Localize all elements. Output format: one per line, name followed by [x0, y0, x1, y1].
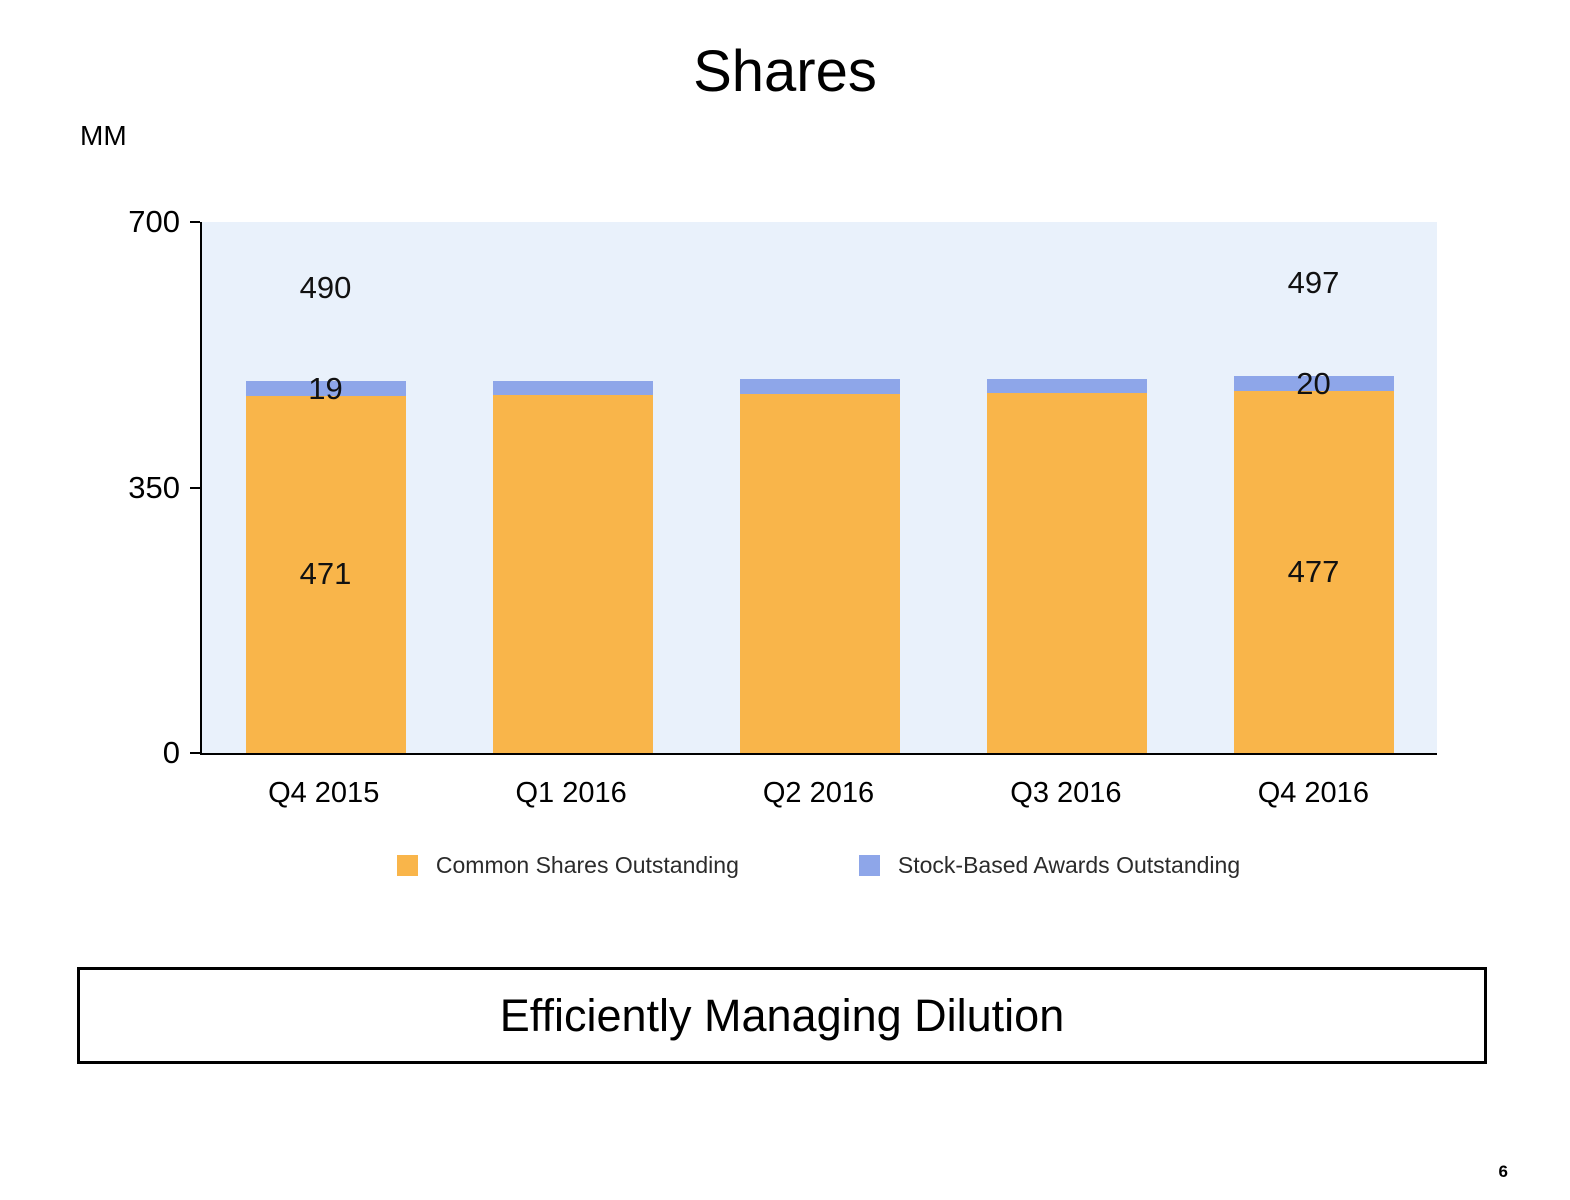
bar-group: 497 20 477: [1190, 222, 1437, 753]
bar-segment-common: [245, 395, 406, 753]
legend-swatch: [396, 855, 418, 876]
bar-total-label: 497: [1287, 265, 1340, 300]
chart-title: Shares: [693, 39, 877, 104]
bar-segment-awards: [739, 379, 900, 395]
bar-segment-awards: [492, 380, 653, 395]
bar-common-label: 471: [299, 556, 352, 592]
unit-label: MM: [80, 120, 127, 151]
footer-banner-text: Efficiently Managing Dilution: [499, 989, 1065, 1041]
bar-stack: [245, 222, 406, 753]
bar-segment-common: [739, 394, 900, 753]
legend-swatch: [858, 855, 880, 876]
bar-awards-label: 20: [1296, 366, 1331, 401]
legend-label: Stock-Based Awards Outstanding: [897, 852, 1241, 878]
bar-group: [943, 222, 1190, 753]
bar-segment-awards: [986, 379, 1147, 394]
bar-stack: [739, 222, 900, 753]
bar-common-label: 477: [1287, 554, 1340, 590]
legend: Common Shares Outstanding Stock-Based Aw…: [200, 852, 1437, 879]
legend-label: Common Shares Outstanding: [435, 852, 739, 878]
bar-stack: [1233, 222, 1394, 753]
bar-segment-common: [492, 394, 653, 753]
x-axis-tick-label: Q1 2016: [515, 777, 627, 809]
bar-segment-awards: [245, 381, 406, 396]
y-axis-tick-label: 0: [162, 735, 180, 770]
bar-segment-common: [986, 393, 1147, 753]
bar-stack: [986, 222, 1147, 753]
bar-awards-label: 19: [308, 371, 343, 407]
legend-item: Stock-Based Awards Outstanding: [858, 852, 1241, 879]
plot-area: 490 19 471 497 20 477 0 350 700: [128, 204, 1437, 770]
x-axis-tick-label: Q2 2016: [762, 777, 875, 809]
chart: 490 19 471 497 20 477 0 350 700 Q4 2015 Q1 2016 Q…: [128, 204, 1437, 842]
bar-stack: [492, 222, 653, 753]
bars-container: 490 19 471 497 20 477: [202, 222, 1437, 753]
x-axis-labels: Q4 2015 Q1 2016 Q2 2016 Q3 2016 Q4 2016: [200, 777, 1437, 810]
bar-segment-awards: [1233, 376, 1394, 392]
y-axis-tick-mark: [190, 752, 200, 754]
legend-item: Common Shares Outstanding: [396, 852, 739, 879]
footer-banner: Efficiently Managing Dilution: [77, 967, 1487, 1064]
y-axis-tick-label: 350: [128, 469, 180, 505]
bar-total-label: 490: [299, 270, 352, 306]
bar-group: [449, 222, 696, 753]
bar-segment-common: [1233, 391, 1394, 753]
x-axis-tick-label: Q3 2016: [1010, 777, 1122, 809]
bar-group: [696, 222, 943, 753]
y-axis-tick-label: 700: [128, 204, 180, 239]
x-axis-tick-label: Q4 2016: [1257, 777, 1369, 809]
bar-group: 490 19 471: [202, 222, 449, 753]
y-axis-tick-mark: [190, 486, 200, 489]
y-axis-tick-mark: [190, 221, 200, 223]
x-axis-tick-label: Q4 2015: [268, 777, 380, 809]
page-number: 6: [1498, 1162, 1508, 1181]
